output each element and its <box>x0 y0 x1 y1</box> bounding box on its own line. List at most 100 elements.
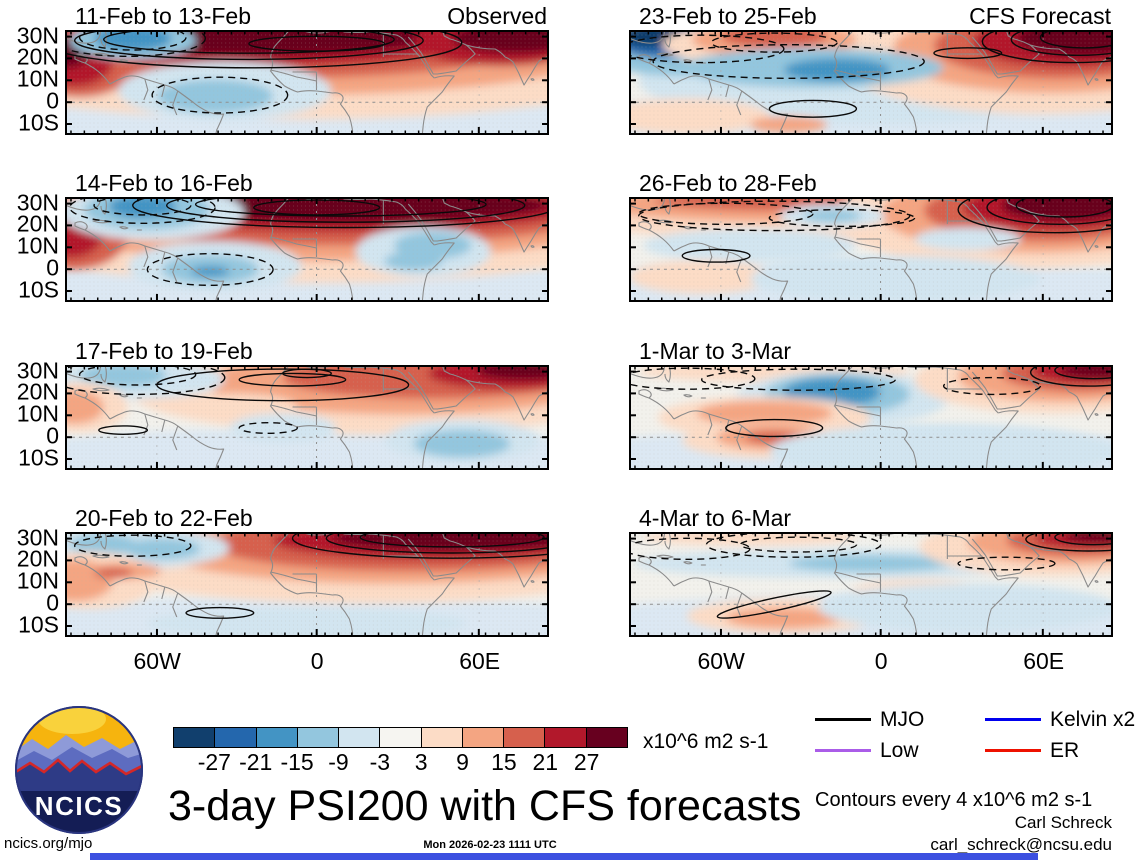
contour-interval-note: Contours every 4 x10^6 m2 s-1 <box>815 789 1093 811</box>
map-panel: 23-Feb to 25-Feb CFS Forecast <box>441 3 1135 197</box>
y-axis-label: 10S <box>18 276 59 303</box>
y-axis-label: 0 <box>46 589 59 616</box>
y-axis-label: 0 <box>46 422 59 449</box>
panel-title: 1-Mar to 3-Mar <box>639 338 792 364</box>
map-canvas <box>0 0 736 197</box>
y-axis-label: 20N <box>16 210 59 237</box>
map-panel: 17-Feb to 19-Feb 30N 20N 10N 0 10S <box>0 338 736 532</box>
legend-label: Low <box>880 738 919 762</box>
colorbar-segment <box>462 728 505 747</box>
legend-line-swatch <box>815 748 871 753</box>
colorbar-segment <box>215 728 257 747</box>
map-panel: 4-Mar to 6-Mar <box>441 505 1135 699</box>
logo-text: NCICS <box>35 791 123 821</box>
legend-label: MJO <box>880 707 925 731</box>
credit-email: carl_schreck@ncsu.edu <box>930 835 1112 854</box>
map-panel: 20-Feb to 22-Feb 30N 20N 10N 0 10S <box>0 505 736 699</box>
colorbar-tick: -27 <box>197 749 231 775</box>
map-canvas <box>0 346 736 532</box>
y-axis-label: 10N <box>16 400 59 427</box>
colorbar-tick: 3 <box>414 749 428 775</box>
colorbar-segment <box>586 728 627 747</box>
colorbar-segment <box>545 728 587 747</box>
x-axis-label: 60E <box>1023 648 1065 674</box>
bottom-accent-bar <box>90 853 1038 860</box>
figure-title: 3-day PSI200 with CFS forecasts <box>168 782 802 830</box>
panel-title: 14-Feb to 16-Feb <box>75 170 253 196</box>
legend-item: Low <box>815 735 985 766</box>
panel-title: 20-Feb to 22-Feb <box>75 505 253 531</box>
y-axis-label: 20N <box>16 43 59 70</box>
ncics-logo: NCICS <box>14 705 144 835</box>
colorbar-segment <box>339 728 381 747</box>
y-axis-label: 10S <box>18 611 59 638</box>
colorbar-tick: -9 <box>328 749 349 775</box>
map-panel: 11-Feb to 13-Feb Observed 30N 20N 10N 0 10S <box>0 0 736 197</box>
y-axis-label: 30N <box>16 524 59 551</box>
legend-item: MJO <box>815 704 985 735</box>
map-canvas <box>441 517 1135 699</box>
map-canvas <box>441 167 1135 364</box>
legend-item: ER <box>985 735 1135 766</box>
panel-title: 23-Feb to 25-Feb <box>639 3 817 29</box>
colorbar-tick: 27 <box>573 749 600 775</box>
map-panel: 26-Feb to 28-Feb <box>441 167 1135 364</box>
colorbar-segment <box>380 728 422 747</box>
colorbar-segment <box>421 728 463 747</box>
legend-label: ER <box>1050 738 1080 762</box>
panel-title: 4-Mar to 6-Mar <box>639 505 792 531</box>
generated-timestamp: Mon 2026-02-23 1111 UTC <box>423 839 557 851</box>
colorbar-tick: 15 <box>491 749 517 775</box>
y-axis-label: 30N <box>16 22 59 49</box>
colorbar-segment <box>297 728 340 747</box>
colorbar-segment <box>174 728 216 747</box>
panel-title: 17-Feb to 19-Feb <box>75 338 253 364</box>
colorbar-tick-labels: -27 -21 -15 -9 -3 3 9 15 21 27 <box>173 749 628 775</box>
panel-corner-label: CFS Forecast <box>969 3 1111 29</box>
colorbar-segment <box>256 728 298 747</box>
panel-title: 11-Feb to 13-Feb <box>75 3 252 29</box>
y-axis-label: 30N <box>16 357 59 384</box>
map-canvas <box>0 165 736 364</box>
legend-item: Kelvin x2 <box>985 704 1135 735</box>
x-axis-label: 60W <box>133 648 181 674</box>
colorbar-segment <box>504 728 546 747</box>
contour-legend: MJO Kelvin x2 Low ER <box>815 704 1135 766</box>
logo-rim <box>15 706 143 834</box>
y-axis-label: 0 <box>46 87 59 114</box>
legend-label: Kelvin x2 <box>1050 707 1135 731</box>
colorbar <box>173 727 628 748</box>
legend-line-swatch <box>985 717 1041 722</box>
x-axis-label: 0 <box>874 648 888 674</box>
map-canvas <box>0 506 736 699</box>
colorbar-tick: -15 <box>280 749 314 775</box>
y-axis-label: 20N <box>16 378 59 405</box>
y-axis-label: 10S <box>18 444 59 471</box>
panel-corner-label: Observed <box>447 3 547 29</box>
site-url: ncics.org/mjo <box>4 835 93 852</box>
colorbar-tick: 9 <box>456 749 469 775</box>
x-axis-label: 60E <box>459 648 501 674</box>
legend-line-swatch <box>985 748 1041 753</box>
colorbar-tick: 21 <box>532 749 559 775</box>
y-axis-label: 20N <box>16 545 59 572</box>
logo-ridge-line <box>16 758 142 776</box>
y-axis-label: 10N <box>16 232 59 259</box>
y-axis-label: 10N <box>16 567 59 594</box>
x-axis-label: 60W <box>697 648 745 674</box>
map-canvas <box>441 346 1135 532</box>
map-panel: 14-Feb to 16-Feb 30N 20N 10N 0 10S <box>0 165 736 364</box>
colorbar-tick: -21 <box>239 749 273 775</box>
y-axis-label: 10N <box>16 65 59 92</box>
map-canvas <box>441 4 1135 197</box>
colorbar-tick: -3 <box>369 749 391 775</box>
panel-title: 26-Feb to 28-Feb <box>639 170 817 196</box>
y-axis-label: 0 <box>46 254 59 281</box>
ncics-logo-art: NCICS <box>15 706 143 834</box>
credit-name: Carl Schreck <box>1014 813 1112 832</box>
x-axis-label: 0 <box>310 648 324 674</box>
y-axis-label: 10S <box>18 109 59 136</box>
y-axis-label: 30N <box>16 189 59 216</box>
legend-line-swatch <box>815 717 871 722</box>
